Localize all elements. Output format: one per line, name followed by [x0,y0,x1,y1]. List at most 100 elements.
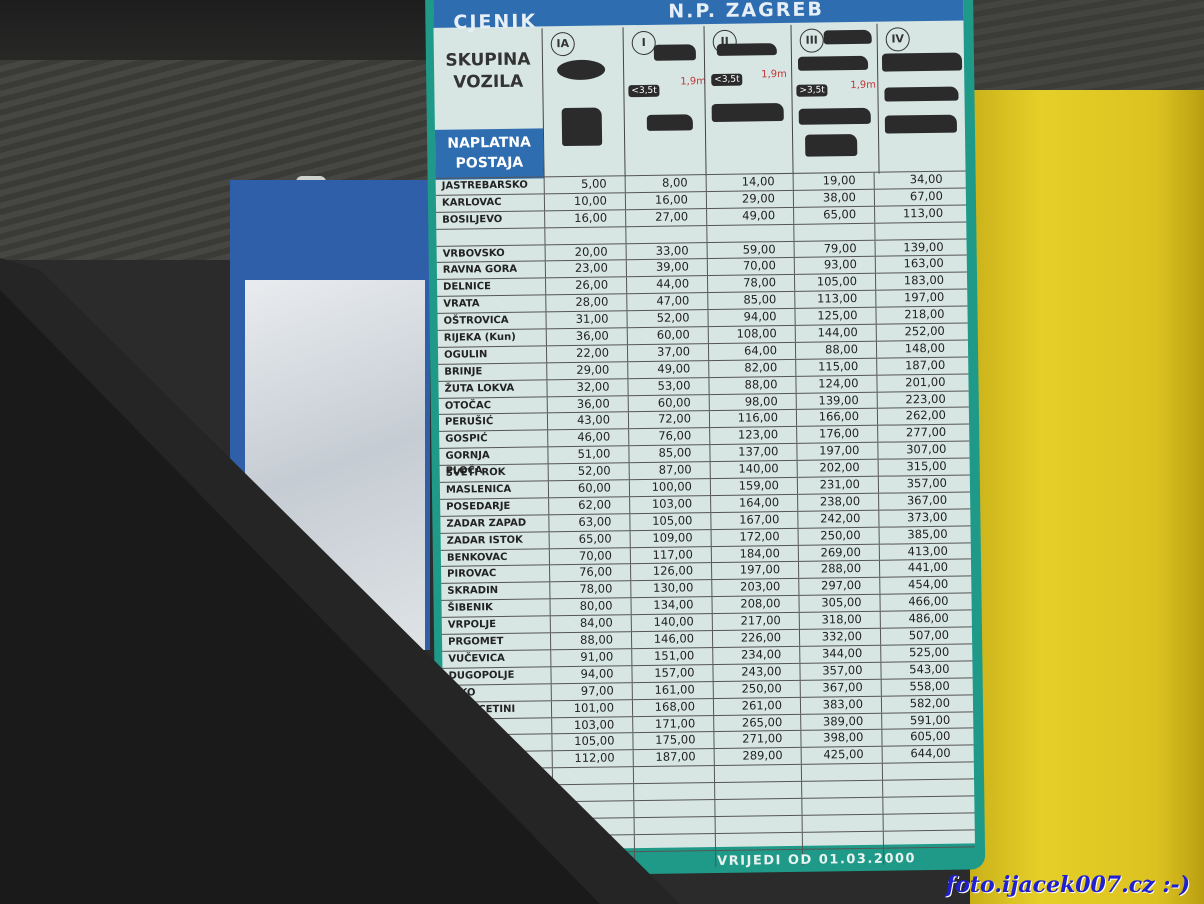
price-cell-i: 60,00 [627,394,709,412]
price-cell-ii: 159,00 [709,477,798,495]
bus-with-trailer-icon [797,55,869,71]
price-cell-ii: 203,00 [711,579,799,597]
station-name: VRBOVSKO [442,247,505,260]
price-cell-ia: 28,00 [545,294,627,312]
price-cell-iii [801,814,883,832]
price-cell-ia: 36,00 [546,395,628,413]
price-cell-ii: 217,00 [711,612,799,631]
pickup-icon [646,114,693,131]
price-cell-iv: 197,00 [875,289,963,307]
price-list-title: CJENIK [453,10,538,34]
price-cell-ia: 60,00 [547,480,630,498]
height-limit-label: 1,9m [850,79,877,92]
price-cell-ii: 59,00 [706,241,794,259]
price-cell-ii: 250,00 [712,680,800,698]
price-cell-iii: 344,00 [799,645,881,663]
van-under-3-5t-icon: <3,5t [628,84,660,98]
price-cell-ii: 82,00 [708,359,796,377]
price-cell-ia: 78,00 [549,581,631,599]
price-cell-iii: 269,00 [797,544,879,562]
station-name: MASLENICA [445,483,512,496]
price-cell-ii: 167,00 [710,511,798,529]
price-cell-ia: 97,00 [550,682,632,700]
price-cell-i: 134,00 [630,597,712,615]
price-cell-iii: 113,00 [794,290,876,308]
price-cell-iii: 202,00 [796,459,878,477]
yellow-wall [970,90,1204,904]
price-cell-ia: 76,00 [549,564,631,582]
price-cell-i: 130,00 [630,580,712,598]
price-cell-iii: 166,00 [795,409,878,427]
price-cell-iv: 163,00 [874,255,962,274]
price-cell-iv: 441,00 [878,559,967,578]
truck-icon [805,133,858,157]
price-cell-iii: 297,00 [798,578,880,596]
price-cell-i: 168,00 [631,698,714,716]
price-cell-iv: 34,00 [873,171,961,189]
station-name: ZADAR ISTOK [446,534,523,547]
price-cell-ii [714,781,802,799]
price-cell-i: 105,00 [629,512,711,530]
price-cell-ii: 137,00 [709,444,797,462]
price-cell-iii: 19,00 [792,172,874,190]
price-cell-ii: 108,00 [707,325,795,343]
price-cell-iv: 558,00 [880,678,968,696]
price-cell-iii: 197,00 [796,442,878,460]
price-cell-iv: 148,00 [875,340,964,358]
price-cell-ia: 5,00 [543,176,625,194]
price-cell-ia: 94,00 [550,666,632,684]
price-cell-iii: 124,00 [795,375,877,393]
group-badge: IA [550,31,575,57]
price-cell-iii: 176,00 [796,426,878,444]
price-cell-iii: 125,00 [794,307,876,325]
station-name: DELNICE [443,281,491,294]
price-cell-i [632,766,715,784]
watermark: foto.ijacek007.cz :-) [945,872,1190,898]
price-cell-iii: 79,00 [793,240,875,258]
price-cell-iii: 389,00 [800,713,882,731]
price-cell-iii: 238,00 [797,493,879,511]
price-cell-iii [801,797,883,815]
price-cell-iii: 139,00 [795,392,877,410]
price-cell-iv: 262,00 [876,407,965,426]
price-cell-iii: 288,00 [797,561,880,579]
price-cell-ia: 88,00 [549,632,632,650]
price-cell-ii: 70,00 [706,258,794,276]
station-name: VUČEVICA [448,652,505,665]
price-cell-ia: 29,00 [546,362,628,380]
price-cell-iv: 307,00 [877,441,965,459]
price-cell-i [633,833,716,851]
price-cell-ia: 91,00 [550,649,632,667]
car-icon [653,44,696,61]
station-name: DUGOPOLJE [448,669,515,682]
price-cell-i: 76,00 [628,428,710,446]
price-cell-ii [714,815,802,833]
price-cell-iv: 413,00 [878,543,966,561]
price-cell-ia: 20,00 [544,243,626,261]
price-cell-ii: 116,00 [708,410,797,428]
price-cell-iii: 367,00 [799,679,881,697]
price-cell-iv [882,830,970,848]
price-cell-iv: 367,00 [878,492,966,510]
price-cell-iii: 144,00 [794,324,876,342]
price-cell-iii [800,763,883,781]
station-name: RAVNA GORA [442,264,518,277]
price-cell-i: 53,00 [627,377,709,395]
price-cell-iii: 65,00 [793,206,875,224]
price-cell-iv: 466,00 [879,593,967,611]
price-cell-i: 85,00 [628,445,710,463]
station-name: ZADAR ZAPAD [446,517,527,530]
station-name: GOSPIĆ [445,433,488,446]
price-cell-i: 146,00 [630,631,713,649]
semi-truck-icon [881,52,963,72]
station-name: OGULIN [443,349,488,361]
price-cell-iii: 93,00 [793,257,875,275]
station-name: OŠTROVICA [443,314,509,327]
station-name: BENKOVAC [446,551,508,564]
price-cell-ia: 112,00 [551,750,633,768]
sidecar-icon [561,107,603,147]
station-name: GORNJA PLOČA [445,450,490,478]
motorcycle-icon [556,59,606,81]
price-cell-i: 16,00 [624,191,707,210]
price-cell-i: 60,00 [626,327,708,345]
